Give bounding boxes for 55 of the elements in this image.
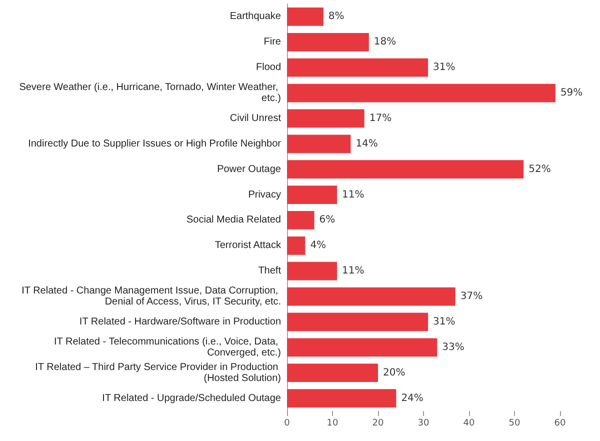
x-tick-label: 20 [372,418,384,428]
y-tick-label: Social Media Related [186,214,281,226]
bar [287,364,378,382]
y-tick-label: IT Related – Third Party Service Provider in Production (Hosted Solution) [35,362,281,384]
bar [287,160,524,178]
bar [287,262,338,280]
y-tick-label: Civil Unrest [230,112,282,124]
bar [287,389,396,408]
data-label: 37% [460,291,483,302]
y-tick-label: Indirectly Due to Supplier Issues or High Profile Neighbor [28,138,282,150]
data-label: 31% [433,316,456,328]
data-label: 4% [310,240,326,252]
data-label: 8% [328,11,344,22]
bar [287,338,438,357]
data-label: 17% [369,112,392,124]
y-tick-label: IT Related - Upgrade/Scheduled Outage [102,392,282,404]
x-tick-label: 40 [463,418,475,428]
data-label: 11% [342,189,364,200]
y-tick-label: Theft [258,266,282,277]
x-tick-label: 60 [554,418,566,428]
y-tick-label: IT Related - Telecommunications (i.e., Voice, Data, Converged, etc.) [54,336,281,358]
x-tick-label: 50 [508,418,520,428]
data-label: 33% [442,342,464,353]
bar [287,8,324,26]
bar [287,84,556,102]
data-label: 6% [319,214,336,226]
data-label: 20% [383,367,406,378]
bar [287,186,338,204]
bar [287,312,428,332]
x-tick-label: 10 [326,418,338,428]
data-label: 52% [528,164,551,175]
data-label: 59% [560,88,583,99]
y-tick-label: IT Related - Hardware/Software in Production [79,316,281,328]
bar [287,236,306,255]
y-tick-label: Fire [264,36,282,48]
data-label: 31% [433,62,456,74]
data-label: 14% [356,138,378,150]
y-tick-label: Terrorist Attack [214,240,282,252]
y-tick-label: Earthquake [230,11,282,22]
y-tick-label: Power Outage [217,164,282,175]
bar [287,211,314,230]
data-label: 18% [374,36,396,48]
data-label: 24% [401,392,424,404]
bar [287,33,369,52]
bar [287,109,364,128]
bar [287,58,428,77]
y-tick-label: IT Related - Change Management Issue, Data Corruption, Denial of Access, Virus, IT Security, etc. [22,286,281,308]
y-tick-label: Privacy [248,189,281,200]
data-label: 11% [342,266,364,277]
bar [287,287,456,306]
y-tick-label: Flood [256,62,281,74]
x-tick-label: 0 [284,418,290,428]
bar [287,134,351,154]
y-tick-label: Severe Weather (i.e., Hurricane, Tornado, Winter Weather, etc.) [19,82,281,104]
x-tick-label: 30 [418,418,430,428]
